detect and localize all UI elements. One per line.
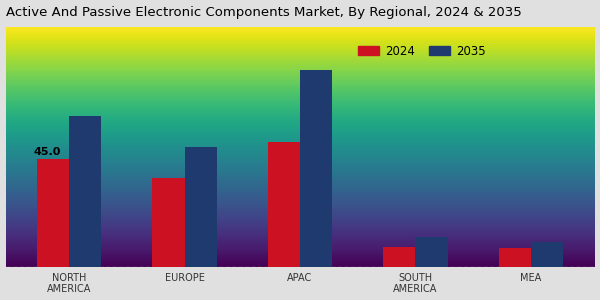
Bar: [415, 237, 448, 267]
Bar: [69, 116, 101, 267]
Bar: [185, 147, 217, 267]
Bar: [531, 242, 563, 267]
Bar: [268, 142, 300, 267]
Text: 45.0: 45.0: [34, 147, 61, 158]
Text: Active And Passive Electronic Components Market, By Regional, 2024 & 2035: Active And Passive Electronic Components…: [5, 6, 521, 19]
Bar: [300, 70, 332, 267]
Legend: 2024, 2035: 2024, 2035: [353, 40, 490, 62]
Bar: [37, 159, 69, 267]
Bar: [499, 248, 531, 267]
Bar: [383, 247, 415, 267]
Bar: [152, 178, 185, 267]
